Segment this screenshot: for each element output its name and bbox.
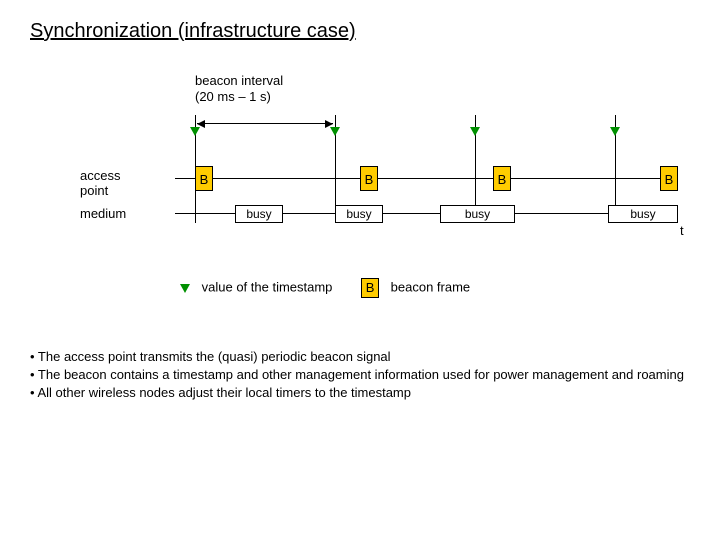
- bullet-item: • The beacon contains a timestamp and ot…: [30, 366, 690, 384]
- beacon-icon: B: [361, 278, 379, 298]
- triangle-icon: [180, 284, 190, 293]
- busy-period: busy: [608, 205, 678, 223]
- beacon-frame: B: [195, 166, 213, 191]
- legend-beacon-frame: beacon frame: [391, 279, 471, 294]
- triangle-icon: [470, 127, 480, 136]
- interval-label: beacon interval (20 ms – 1 s): [195, 73, 283, 105]
- triangle-icon: [610, 127, 620, 136]
- time-axis-label: t: [680, 223, 684, 238]
- beacon-frame: B: [493, 166, 511, 191]
- busy-period: busy: [335, 205, 383, 223]
- triangle-icon: [330, 127, 340, 136]
- page-title: Synchronization (infrastructure case): [30, 20, 690, 43]
- busy-period: busy: [440, 205, 515, 223]
- bullet-list: • The access point transmits the (quasi)…: [30, 348, 690, 402]
- busy-period: busy: [235, 205, 283, 223]
- legend: value of the timestamp B beacon frame: [180, 278, 690, 298]
- medium-label: medium: [80, 206, 126, 221]
- beacon-frame: B: [660, 166, 678, 191]
- timeline-ap: [175, 178, 675, 179]
- timing-diagram: beacon interval (20 ms – 1 s) access poi…: [80, 123, 690, 253]
- bullet-item: • All other wireless nodes adjust their …: [30, 384, 690, 402]
- triangle-icon: [190, 127, 200, 136]
- beacon-frame: B: [360, 166, 378, 191]
- access-point-label: access point: [80, 168, 120, 198]
- bullet-item: • The access point transmits the (quasi)…: [30, 348, 690, 366]
- legend-timestamp: value of the timestamp: [202, 279, 333, 294]
- interval-arrow: [197, 123, 333, 124]
